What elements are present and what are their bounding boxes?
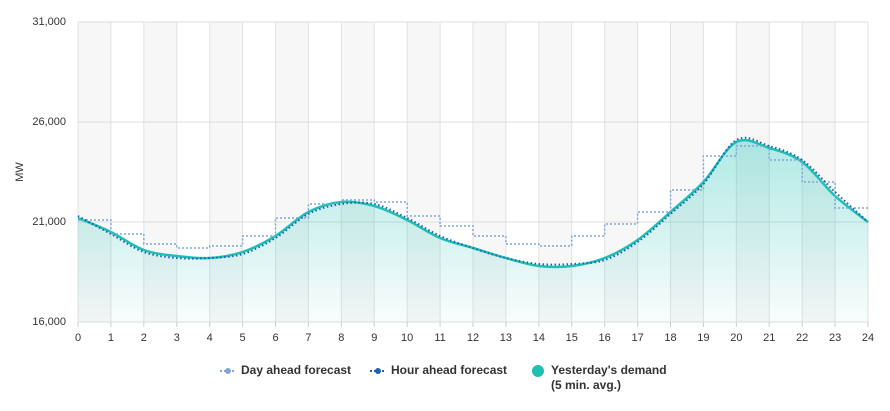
- y-tick-label: 16,000: [32, 316, 66, 328]
- x-tick-label: 12: [467, 332, 479, 344]
- legend-marker: [532, 365, 544, 377]
- legend-marker: [225, 368, 231, 374]
- x-tick-label: 5: [240, 332, 246, 344]
- legend-marker: [375, 368, 381, 374]
- demand-area: [78, 140, 868, 322]
- x-tick-label: 22: [796, 332, 808, 344]
- x-tick-label: 7: [305, 332, 311, 344]
- x-tick-label: 23: [829, 332, 841, 344]
- x-tick-label: 15: [566, 332, 578, 344]
- x-tick-label: 3: [174, 332, 180, 344]
- legend-entry[interactable]: Hour ahead forecast: [391, 363, 508, 377]
- x-tick-label: 11: [434, 332, 445, 344]
- hour-ahead-line: [77, 136, 869, 266]
- legend-entry[interactable]: Yesterday's demand (5 min. avg.): [551, 363, 667, 392]
- x-tick-label: 6: [272, 332, 278, 344]
- x-tick-label: 20: [730, 332, 742, 344]
- x-tick-label: 21: [763, 332, 775, 344]
- x-tick-label: 17: [631, 332, 643, 344]
- y-axis-label: MW: [14, 162, 26, 182]
- x-tick-label: 13: [500, 332, 512, 344]
- day-ahead-line: [78, 145, 868, 249]
- x-tick-label: 9: [371, 332, 377, 344]
- y-tick-label: 31,000: [32, 16, 66, 28]
- x-tick-label: 14: [533, 332, 545, 344]
- x-tick-label: 4: [207, 332, 213, 344]
- x-tick-label: 19: [697, 332, 709, 344]
- x-tick-label: 0: [75, 332, 81, 344]
- x-tick-label: 1: [108, 332, 114, 344]
- x-tick-label: 10: [401, 332, 413, 344]
- x-tick-label: 2: [141, 332, 147, 344]
- x-tick-label: 24: [862, 332, 874, 344]
- x-tick-label: 16: [599, 332, 611, 344]
- y-tick-label: 21,000: [32, 216, 66, 228]
- legend-entry[interactable]: Day ahead forecast: [241, 363, 352, 377]
- x-tick-label: 8: [338, 332, 344, 344]
- x-tick-label: 18: [664, 332, 676, 344]
- y-tick-label: 26,000: [32, 116, 66, 128]
